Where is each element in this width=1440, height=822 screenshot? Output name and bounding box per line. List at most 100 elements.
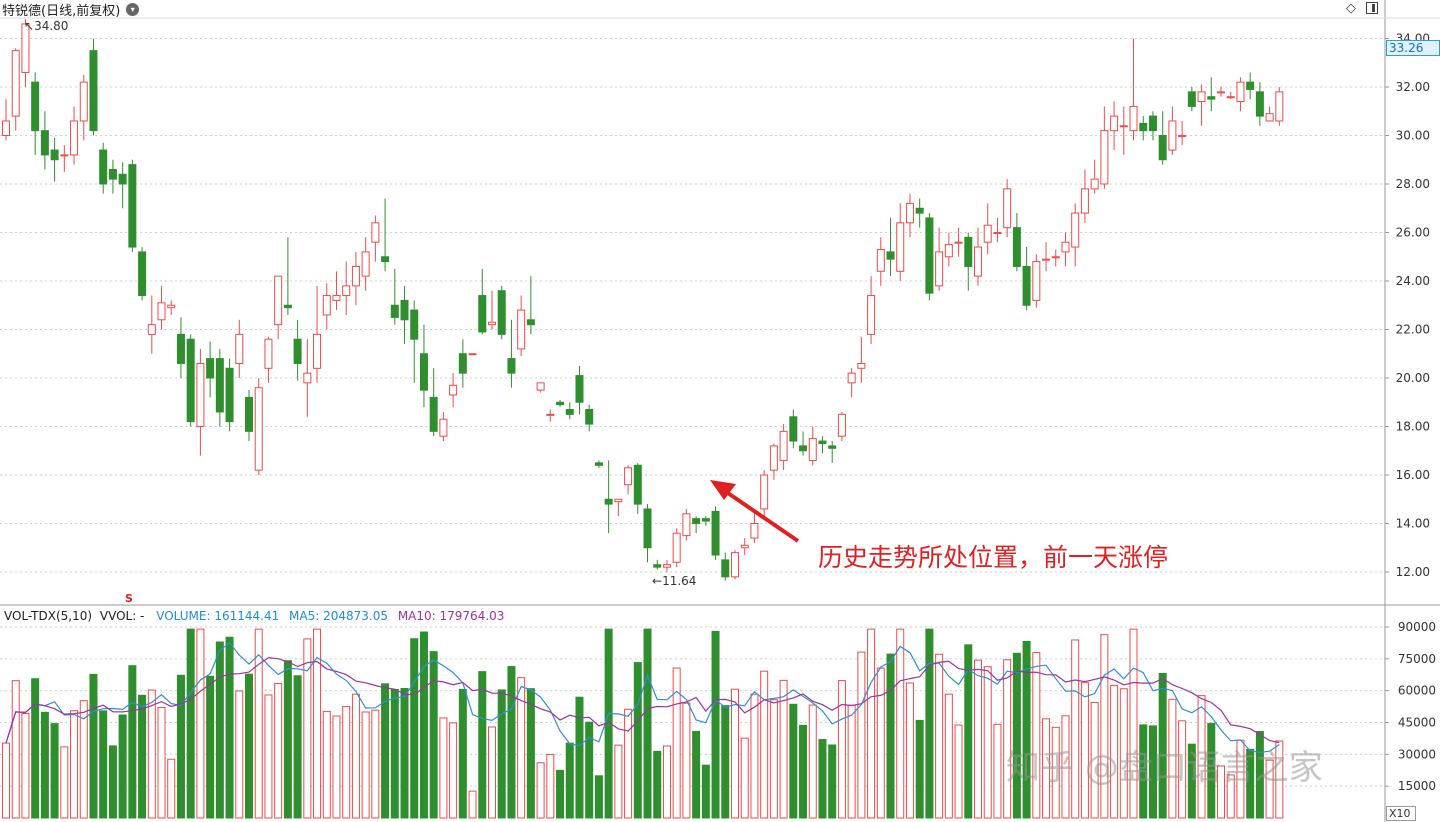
- candle-body: [682, 513, 691, 537]
- candle-body: [818, 440, 827, 444]
- candle: [11, 48, 20, 131]
- candle: [40, 111, 49, 170]
- candle: [303, 339, 312, 417]
- candle: [867, 276, 876, 345]
- candle: [118, 162, 127, 209]
- volume-bar: [935, 653, 944, 819]
- volume-bar: [585, 721, 594, 819]
- candle-body: [1217, 91, 1225, 94]
- volume-bar: [701, 764, 710, 819]
- candle-body: [1042, 258, 1051, 261]
- volume-bar: [721, 705, 730, 819]
- candle-body: [896, 222, 905, 272]
- candle-body: [1090, 178, 1099, 190]
- candle: [1090, 159, 1099, 194]
- candle: [799, 431, 808, 456]
- volume-bar: [497, 689, 506, 819]
- candle-body: [342, 285, 351, 297]
- volume-bar: [711, 630, 720, 819]
- volume-tick-label: 60000: [1398, 684, 1436, 698]
- candle-body: [1119, 125, 1128, 128]
- candle-body: [905, 202, 914, 224]
- volume-bar: [575, 696, 584, 819]
- volume-bar: [1022, 640, 1031, 819]
- candle-body: [974, 246, 982, 277]
- candle-body: [478, 295, 487, 333]
- candle-body: [721, 559, 730, 578]
- volume-bar: [1110, 684, 1119, 819]
- volume-bar: [303, 638, 312, 819]
- candle: [235, 319, 244, 378]
- volume-bar: [488, 726, 496, 819]
- candle-body: [1051, 256, 1060, 259]
- candle-body: [701, 518, 710, 522]
- candle-body: [361, 251, 370, 277]
- volume-bar: [206, 675, 215, 819]
- candle: [21, 19, 30, 87]
- annotation-text: 历史走势所处位置，前一天涨停: [818, 543, 1169, 572]
- candle-body: [2, 120, 10, 136]
- volume-bar: [11, 680, 20, 819]
- candle-body: [526, 319, 535, 326]
- volume-bar: [536, 762, 545, 819]
- candle-body: [556, 401, 565, 406]
- candle: [419, 324, 428, 408]
- volume-bar: [245, 673, 253, 819]
- candle: [1246, 72, 1255, 100]
- candlestick-series: [2, 19, 1284, 581]
- volume-bar: [138, 694, 147, 819]
- candle-body: [303, 372, 312, 384]
- candle-body: [886, 251, 895, 260]
- candle-body: [565, 409, 574, 415]
- volume-bar: [808, 704, 817, 819]
- volume-bar: [750, 693, 759, 819]
- volume-bar: [857, 651, 866, 819]
- candle-body: [1158, 135, 1167, 161]
- candle-body: [419, 353, 428, 391]
- candle: [138, 247, 147, 301]
- volume-bar: [1003, 659, 1012, 819]
- candle: [701, 516, 710, 526]
- candle: [254, 378, 263, 475]
- candle: [1158, 111, 1167, 165]
- candle: [769, 443, 778, 480]
- candle-body: [60, 154, 69, 157]
- candle: [1226, 91, 1235, 100]
- price-tick-label: 28.00: [1396, 177, 1430, 191]
- volume-bar: [1051, 726, 1060, 819]
- volume-bar: [79, 700, 88, 819]
- candle-body: [400, 299, 409, 321]
- diamond-icon[interactable]: ◇: [1346, 1, 1356, 16]
- candle: [915, 198, 924, 228]
- candle: [332, 271, 341, 311]
- candle: [1187, 87, 1196, 112]
- volume-bar: [594, 775, 603, 819]
- candle: [1207, 77, 1216, 112]
- volume-tick-label: 75000: [1398, 652, 1436, 666]
- volume-bar: [235, 690, 244, 819]
- candle-body: [750, 523, 759, 539]
- candle-body: [983, 224, 992, 243]
- candle: [954, 227, 963, 257]
- candle-body: [196, 362, 205, 428]
- candle: [633, 462, 642, 514]
- candle-body: [254, 387, 263, 471]
- candle-body: [245, 396, 253, 432]
- candle: [682, 508, 691, 541]
- candle: [293, 319, 302, 381]
- chevron-down-icon[interactable]: ▾: [126, 2, 140, 16]
- candle: [196, 348, 205, 456]
- candle: [993, 217, 1002, 243]
- volume-bar: [517, 677, 526, 819]
- candle-body: [293, 338, 302, 364]
- candle: [439, 411, 448, 442]
- volume-bar: [1255, 731, 1264, 819]
- panel-layout-icon[interactable]: [1366, 2, 1378, 14]
- volume-bar: [419, 631, 428, 819]
- volume-bar: [779, 679, 788, 819]
- candle-body: [731, 552, 739, 578]
- arrow-head: [710, 480, 736, 500]
- volume-bar: [565, 742, 574, 819]
